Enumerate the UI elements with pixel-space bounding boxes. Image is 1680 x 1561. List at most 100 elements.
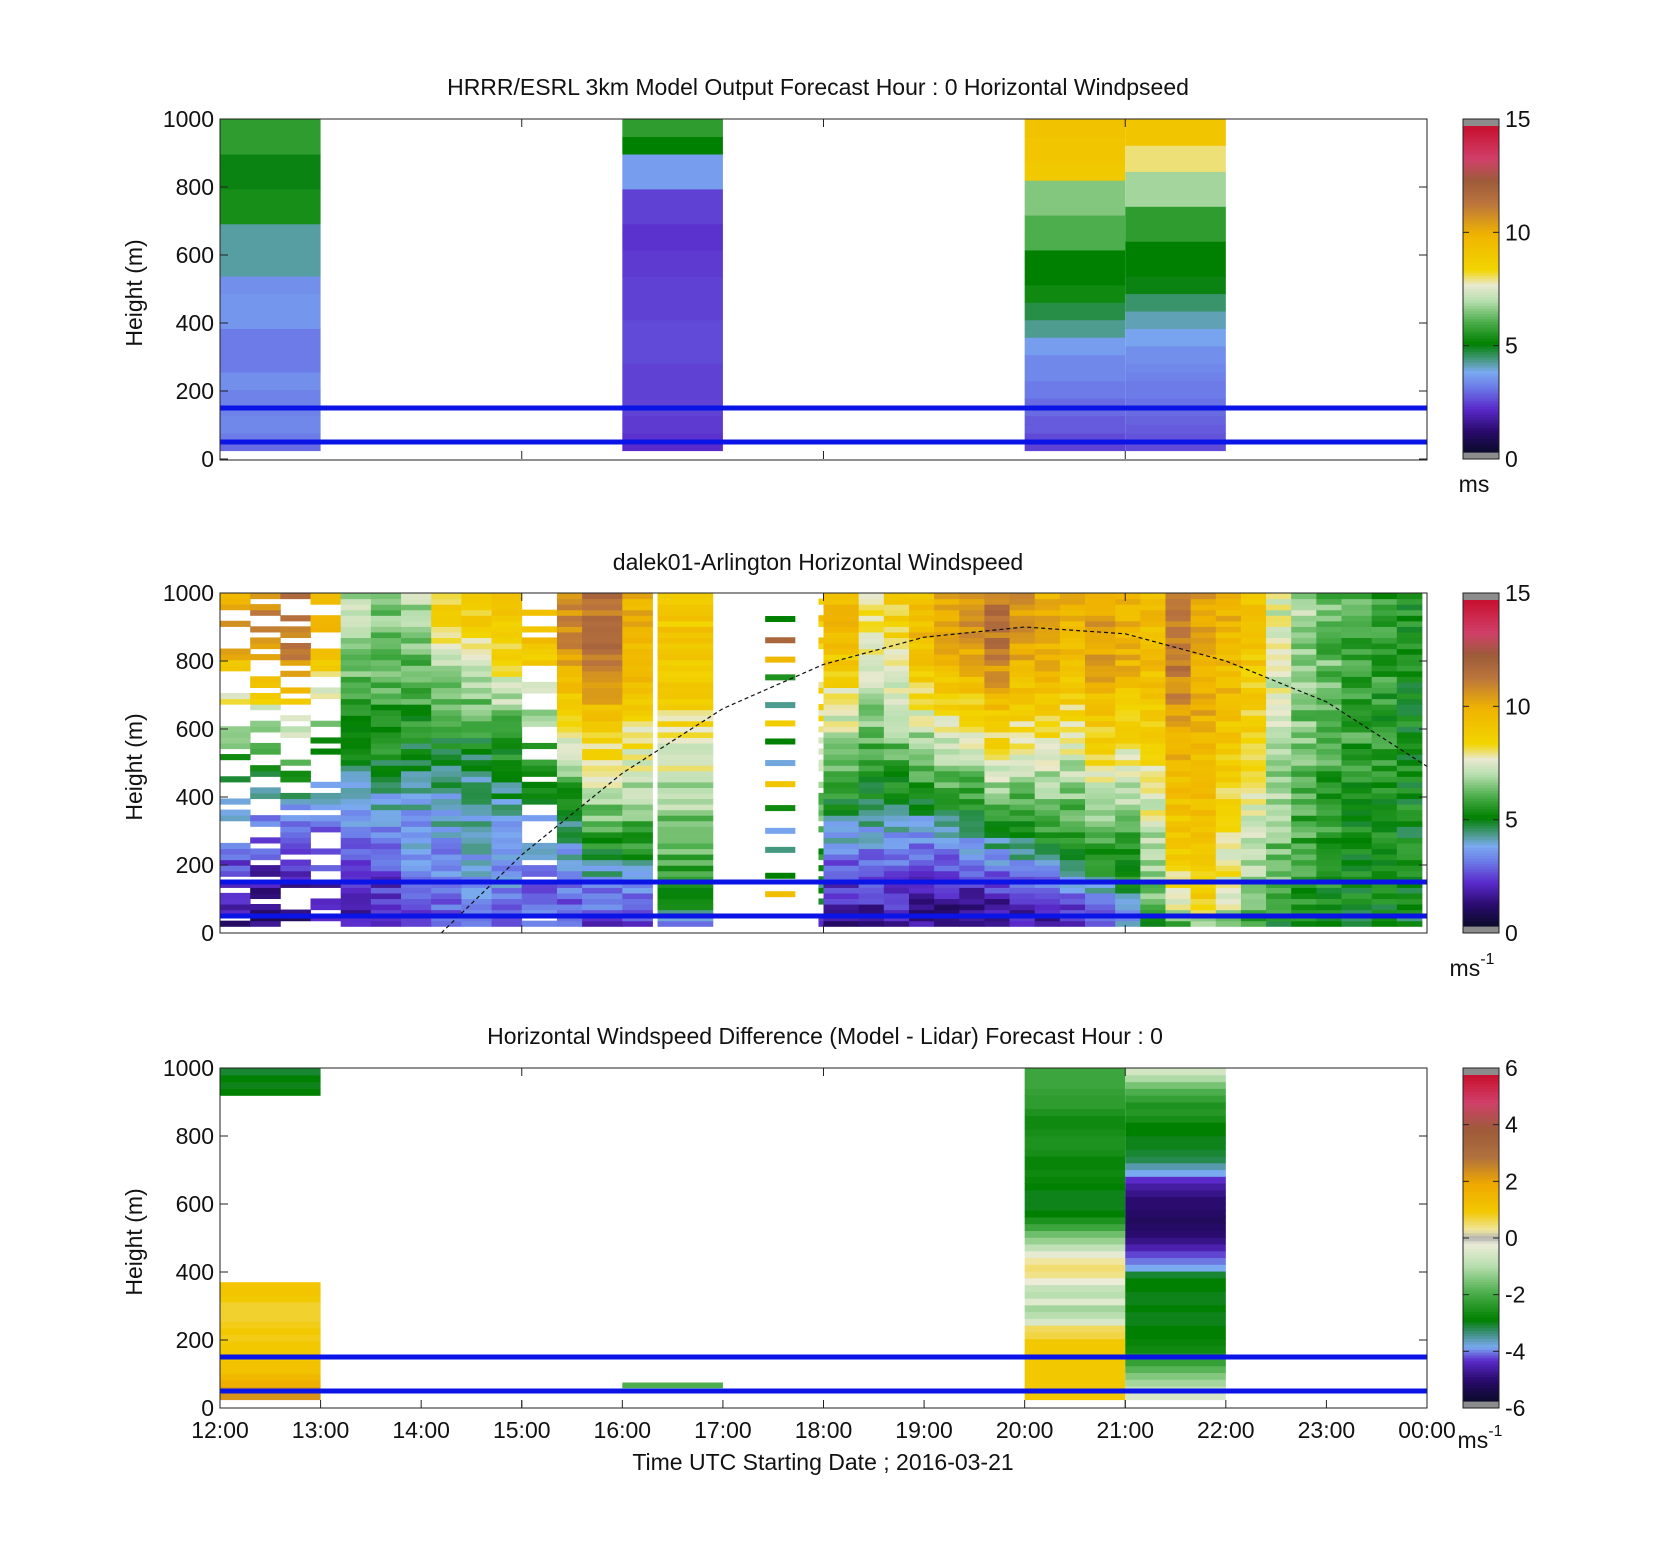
colorbar-swatch bbox=[1463, 1227, 1499, 1231]
heatmap-cell bbox=[1059, 637, 1086, 644]
heatmap-cell bbox=[310, 903, 342, 911]
heatmap-cell bbox=[401, 715, 432, 722]
colorbar-swatch bbox=[1463, 1115, 1499, 1120]
heatmap-cell bbox=[959, 731, 985, 738]
heatmap-cell bbox=[1125, 1277, 1226, 1286]
heatmap-cell bbox=[1291, 781, 1317, 788]
heatmap-cell bbox=[1291, 787, 1317, 794]
heatmap-cell bbox=[934, 709, 960, 716]
colorbar-swatch bbox=[1463, 1330, 1499, 1334]
heatmap-cell bbox=[1190, 598, 1217, 605]
heatmap-cell bbox=[934, 909, 960, 916]
heatmap-cell bbox=[622, 787, 653, 794]
colorbar-swatch bbox=[1463, 1102, 1499, 1106]
heatmap-cell bbox=[1140, 665, 1166, 672]
heatmap-cell bbox=[1140, 892, 1166, 900]
heatmap-cell bbox=[1085, 681, 1116, 689]
heatmap-cell bbox=[823, 742, 860, 750]
heatmap-cell bbox=[1215, 842, 1242, 850]
heatmap-cell bbox=[984, 604, 1010, 611]
colorbar-swatch bbox=[1463, 302, 1499, 306]
heatmap-cell bbox=[1371, 854, 1398, 861]
heatmap-cell bbox=[582, 670, 623, 677]
heatmap-cell bbox=[431, 598, 462, 605]
heatmap-cell bbox=[858, 670, 885, 677]
colorbar-swatch bbox=[1463, 1140, 1499, 1144]
heatmap-cell bbox=[622, 648, 653, 655]
heatmap-cell bbox=[823, 704, 860, 711]
heatmap-cell bbox=[556, 842, 583, 850]
heatmap-cell bbox=[1125, 1081, 1226, 1089]
heatmap-cell bbox=[1316, 770, 1342, 777]
colorbar-swatch bbox=[1463, 1159, 1499, 1163]
heatmap-cell bbox=[1396, 665, 1423, 672]
heatmap-cell bbox=[582, 792, 623, 800]
heatmap-cell bbox=[1024, 424, 1126, 434]
heatmap-cell bbox=[1024, 276, 1126, 286]
heatmap-cell bbox=[823, 809, 860, 816]
heatmap-cell bbox=[1316, 737, 1342, 744]
heatmap-cell bbox=[1140, 742, 1166, 750]
heatmap-cell bbox=[556, 848, 583, 855]
heatmap-cell bbox=[340, 698, 372, 705]
heatmap-cell bbox=[1341, 820, 1373, 827]
heatmap-cell bbox=[1190, 865, 1217, 872]
heatmap-cell bbox=[1240, 593, 1267, 600]
heatmap-cell bbox=[883, 715, 910, 722]
heatmap-cell bbox=[1215, 770, 1242, 777]
heatmap-cell bbox=[1085, 787, 1116, 794]
heatmap-cell bbox=[823, 698, 860, 705]
heatmap-cell bbox=[908, 792, 935, 800]
heatmap-cell bbox=[1140, 815, 1166, 822]
heatmap-cell bbox=[1009, 609, 1036, 616]
heatmap-cell bbox=[984, 870, 1010, 877]
colorbar-swatch bbox=[1463, 817, 1499, 821]
heatmap-cell bbox=[582, 665, 623, 672]
heatmap-cell bbox=[823, 920, 860, 927]
heatmap-cell bbox=[1165, 687, 1192, 694]
heatmap-cell bbox=[883, 909, 910, 916]
heatmap-cell bbox=[1034, 837, 1061, 844]
colorbar-swatch bbox=[1463, 915, 1499, 919]
colorbar-swatch bbox=[1463, 340, 1499, 344]
heatmap-cell bbox=[340, 859, 372, 866]
heatmap-cell bbox=[310, 687, 342, 694]
heatmap-cell bbox=[1009, 787, 1036, 794]
heatmap-cell bbox=[1165, 654, 1192, 661]
heatmap-cell bbox=[622, 826, 653, 833]
heatmap-cell bbox=[1341, 792, 1373, 800]
heatmap-cell bbox=[491, 648, 523, 655]
heatmap-cell bbox=[491, 865, 523, 872]
heatmap-cell bbox=[1215, 626, 1242, 633]
heatmap-cell bbox=[908, 876, 935, 883]
heatmap-cell bbox=[1140, 726, 1166, 733]
heatmap-cell bbox=[461, 704, 492, 711]
heatmap-cell bbox=[818, 815, 824, 822]
heatmap-cell bbox=[883, 604, 910, 611]
heatmap-cell bbox=[1291, 737, 1317, 744]
heatmap-cell bbox=[1266, 754, 1292, 761]
colorbar-swatch bbox=[1463, 329, 1499, 334]
colorbar-swatch bbox=[1463, 1123, 1499, 1128]
heatmap-cell bbox=[1291, 748, 1317, 755]
heatmap-cell bbox=[1190, 609, 1217, 616]
heatmap-cell bbox=[461, 742, 492, 750]
heatmap-cell bbox=[1371, 715, 1398, 722]
heatmap-cell bbox=[401, 654, 432, 661]
colorbar-swatch bbox=[1463, 1232, 1499, 1236]
heatmap-cell bbox=[340, 631, 372, 639]
heatmap-cell bbox=[1240, 781, 1267, 788]
heatmap-cell bbox=[818, 881, 824, 888]
heatmap-cell bbox=[310, 792, 342, 800]
heatmap-cell bbox=[491, 642, 523, 650]
heatmap-cell bbox=[1316, 720, 1342, 727]
heatmap-cell bbox=[310, 804, 342, 811]
heatmap-cell bbox=[1371, 920, 1398, 927]
heatmap-cell bbox=[1371, 670, 1398, 677]
heatmap-cell bbox=[1024, 1365, 1126, 1374]
colorbar-swatch bbox=[1463, 613, 1499, 617]
heatmap-cell bbox=[858, 593, 885, 600]
heatmap-cell bbox=[1125, 1101, 1226, 1110]
heatmap-cell bbox=[491, 615, 523, 622]
heatmap-cell bbox=[1085, 754, 1116, 761]
